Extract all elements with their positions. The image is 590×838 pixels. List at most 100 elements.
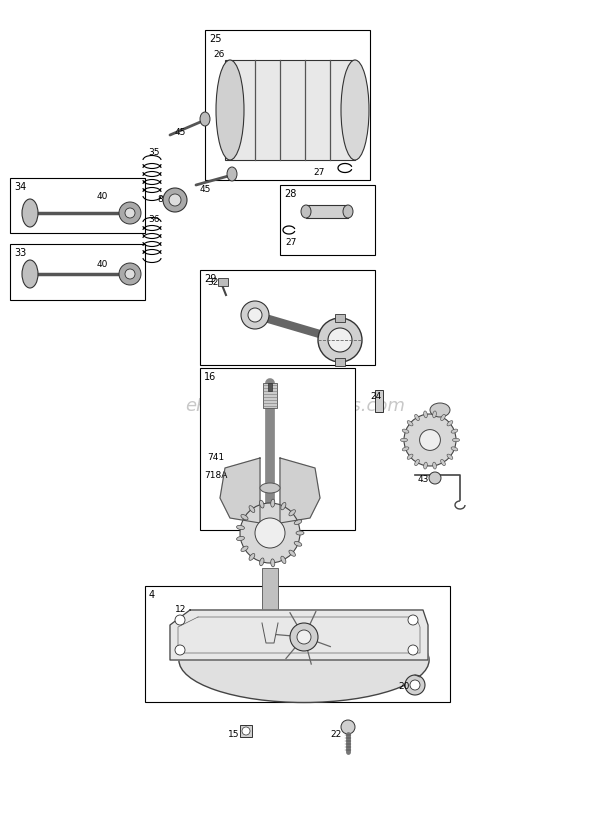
Bar: [200, 270, 375, 365]
Text: 45: 45: [200, 185, 211, 194]
Ellipse shape: [447, 421, 453, 426]
Ellipse shape: [402, 429, 409, 433]
Text: 34: 34: [14, 182, 26, 192]
Text: 28: 28: [284, 189, 296, 199]
Circle shape: [410, 680, 420, 690]
Text: 27: 27: [285, 238, 296, 247]
Text: 868: 868: [157, 195, 174, 204]
Circle shape: [175, 615, 185, 625]
Circle shape: [119, 202, 141, 224]
Circle shape: [404, 414, 456, 466]
Bar: [225, 60, 355, 160]
Ellipse shape: [241, 515, 248, 520]
Bar: [306, 205, 348, 218]
Circle shape: [408, 615, 418, 625]
Ellipse shape: [216, 60, 244, 160]
Circle shape: [241, 301, 269, 329]
Circle shape: [125, 269, 135, 279]
Ellipse shape: [260, 558, 264, 566]
Text: 45: 45: [175, 128, 186, 137]
Text: 40: 40: [97, 260, 109, 269]
Ellipse shape: [447, 454, 453, 459]
Circle shape: [240, 503, 300, 563]
Ellipse shape: [281, 503, 286, 510]
Ellipse shape: [424, 411, 427, 418]
Text: 32: 32: [207, 278, 218, 287]
Circle shape: [429, 472, 441, 484]
Text: 741: 741: [207, 453, 224, 462]
Text: 22: 22: [330, 730, 341, 739]
Bar: [263, 383, 277, 408]
Bar: [145, 586, 450, 702]
Ellipse shape: [22, 260, 38, 288]
Ellipse shape: [402, 447, 409, 451]
Ellipse shape: [432, 462, 437, 469]
Ellipse shape: [249, 505, 255, 513]
Polygon shape: [262, 623, 278, 643]
Text: 26: 26: [213, 50, 224, 59]
Circle shape: [419, 430, 440, 450]
Circle shape: [318, 318, 362, 362]
Ellipse shape: [430, 403, 450, 417]
Ellipse shape: [341, 60, 369, 160]
Circle shape: [405, 675, 425, 695]
Bar: [205, 30, 370, 180]
Polygon shape: [220, 458, 260, 523]
Ellipse shape: [294, 520, 301, 525]
Text: 20: 20: [398, 682, 409, 691]
Text: 15: 15: [228, 730, 240, 739]
Bar: [10, 244, 145, 300]
Polygon shape: [170, 610, 428, 660]
Circle shape: [328, 328, 352, 352]
Ellipse shape: [281, 556, 286, 563]
Polygon shape: [280, 458, 320, 523]
Text: 24: 24: [370, 392, 381, 401]
Bar: [335, 314, 345, 322]
Text: 33: 33: [14, 248, 26, 258]
Bar: [10, 178, 145, 233]
Text: 12: 12: [175, 605, 186, 614]
Ellipse shape: [22, 199, 38, 227]
Circle shape: [290, 623, 318, 651]
Circle shape: [248, 308, 262, 322]
Ellipse shape: [241, 546, 248, 551]
Ellipse shape: [271, 559, 275, 566]
Text: 27: 27: [313, 168, 325, 177]
Text: 25: 25: [209, 34, 221, 44]
Ellipse shape: [301, 205, 311, 218]
Ellipse shape: [441, 459, 445, 466]
Ellipse shape: [296, 531, 304, 535]
Ellipse shape: [260, 500, 264, 508]
Bar: [200, 368, 355, 530]
Text: 36: 36: [148, 215, 159, 224]
Ellipse shape: [407, 421, 413, 426]
Bar: [262, 568, 278, 623]
Ellipse shape: [415, 459, 419, 466]
Text: 46: 46: [420, 438, 431, 447]
Circle shape: [408, 645, 418, 655]
Ellipse shape: [289, 550, 296, 556]
Text: 43: 43: [418, 475, 430, 484]
Ellipse shape: [451, 447, 458, 451]
Circle shape: [169, 194, 181, 206]
Text: 4: 4: [149, 590, 155, 600]
Ellipse shape: [432, 411, 437, 418]
Bar: [218, 278, 228, 286]
Circle shape: [125, 208, 135, 218]
Ellipse shape: [343, 205, 353, 218]
Circle shape: [163, 188, 187, 212]
Ellipse shape: [441, 414, 445, 421]
Ellipse shape: [453, 438, 460, 442]
Ellipse shape: [294, 541, 301, 546]
Circle shape: [119, 263, 141, 285]
Bar: [280, 185, 375, 255]
Ellipse shape: [260, 483, 280, 493]
Ellipse shape: [407, 454, 413, 459]
Ellipse shape: [237, 536, 244, 541]
Text: 718A: 718A: [204, 471, 227, 480]
Circle shape: [255, 518, 285, 548]
Bar: [240, 725, 252, 737]
Ellipse shape: [289, 510, 296, 516]
Text: 40: 40: [97, 192, 109, 201]
Text: 29: 29: [204, 274, 217, 284]
